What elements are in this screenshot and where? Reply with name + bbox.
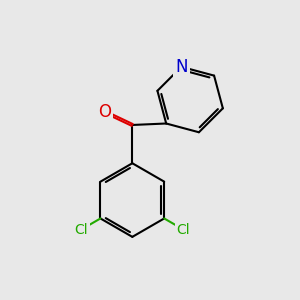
Text: N: N — [175, 58, 188, 76]
Text: O: O — [98, 103, 111, 121]
Text: Cl: Cl — [176, 223, 190, 236]
Text: Cl: Cl — [74, 223, 88, 236]
